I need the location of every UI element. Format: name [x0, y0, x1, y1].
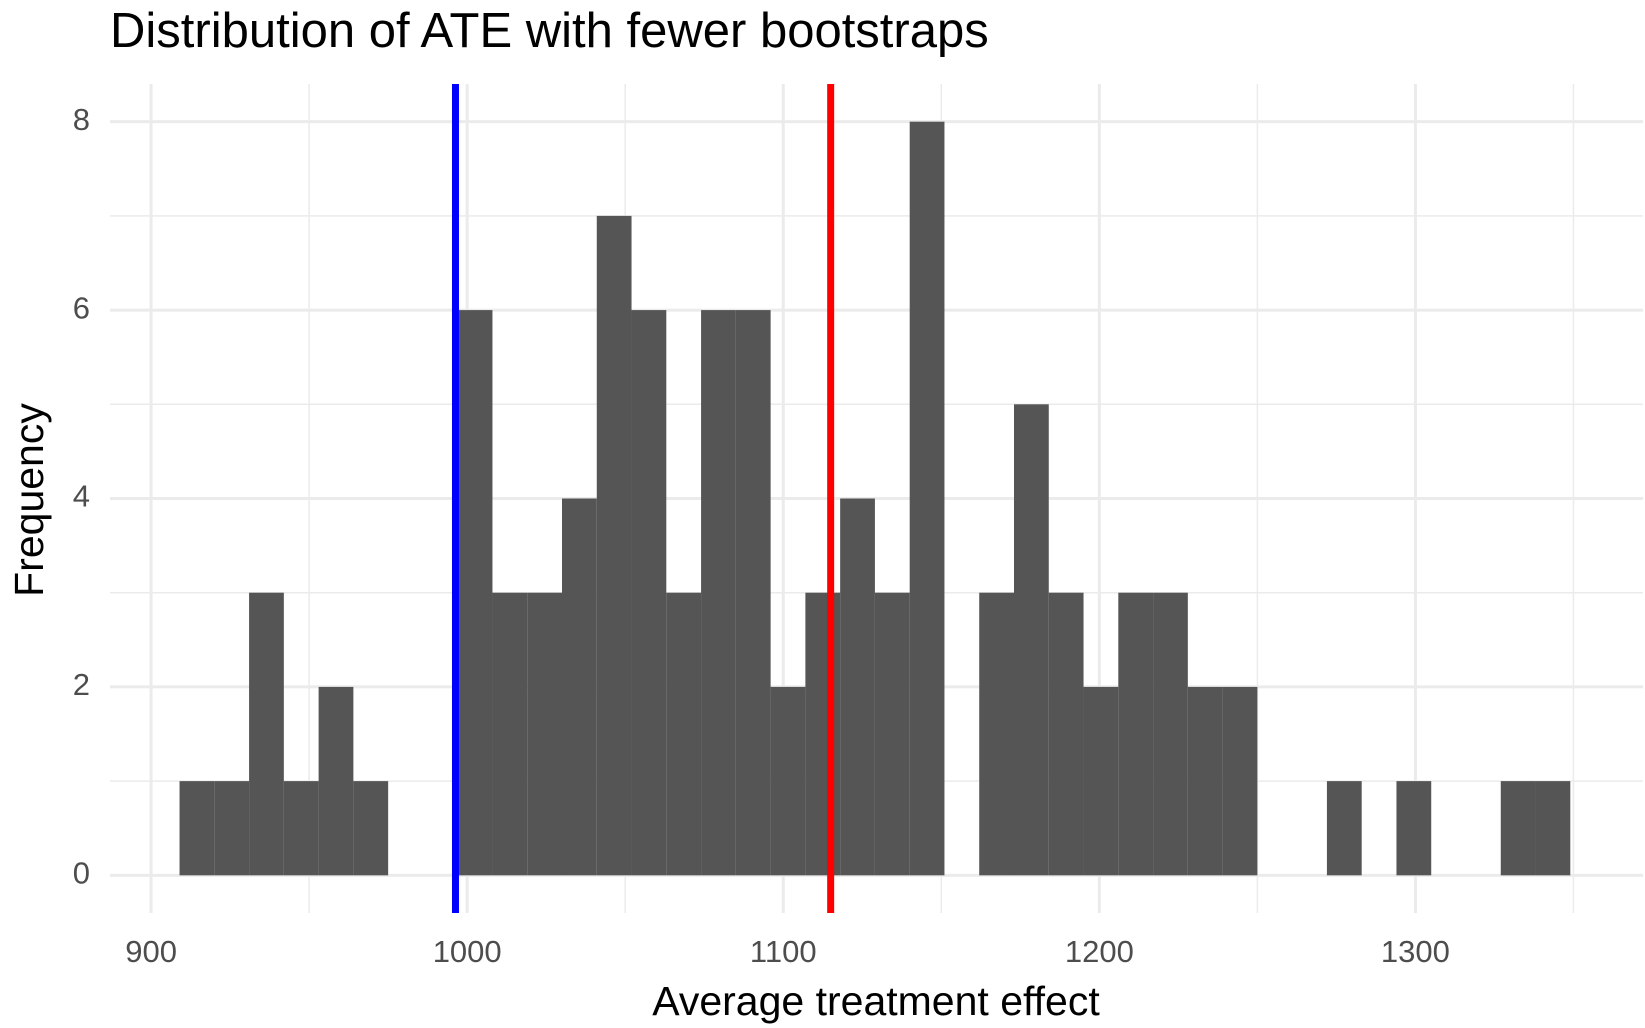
bar	[1048, 592, 1084, 876]
x-tick-label: 1100	[750, 934, 817, 969]
y-tick-label: 2	[73, 667, 90, 702]
y-tick-label: 0	[73, 856, 90, 891]
x-axis-title: Average treatment effect	[652, 978, 1100, 1024]
bar	[561, 498, 597, 876]
bar	[979, 592, 1014, 876]
bar	[283, 781, 319, 876]
bar	[1153, 592, 1188, 876]
bar	[353, 781, 389, 876]
bar	[805, 592, 841, 876]
chart-title: Distribution of ATE with fewer bootstrap…	[110, 4, 989, 58]
bar	[1535, 781, 1571, 876]
bar	[840, 498, 875, 876]
bar	[1083, 686, 1119, 876]
bar	[179, 781, 215, 876]
bar	[318, 686, 354, 876]
y-tick-label: 4	[73, 479, 90, 514]
x-tick-label: 1300	[1381, 934, 1450, 969]
bar	[527, 592, 562, 876]
bar	[1326, 781, 1362, 876]
bar	[1187, 686, 1223, 876]
x-tick-label: 900	[125, 934, 177, 969]
x-tick-label: 1200	[1065, 934, 1134, 969]
bar	[666, 592, 702, 876]
bar	[457, 310, 493, 876]
y-tick-label: 6	[73, 290, 90, 325]
bar	[1500, 781, 1536, 876]
bar	[214, 781, 250, 876]
bar	[735, 310, 771, 876]
bar	[874, 592, 910, 876]
bar	[770, 686, 806, 876]
bar	[596, 215, 632, 876]
bar	[1013, 404, 1049, 876]
bar	[492, 592, 528, 876]
bar	[909, 121, 945, 876]
bar	[1396, 781, 1432, 876]
bar	[631, 310, 667, 876]
y-axis-title: Frequency	[6, 403, 52, 597]
bar	[1118, 592, 1154, 876]
bar	[249, 592, 284, 876]
y-tick-label: 8	[73, 102, 90, 137]
bar	[1222, 686, 1258, 876]
x-tick-label: 1000	[433, 934, 502, 969]
bar	[701, 310, 736, 876]
